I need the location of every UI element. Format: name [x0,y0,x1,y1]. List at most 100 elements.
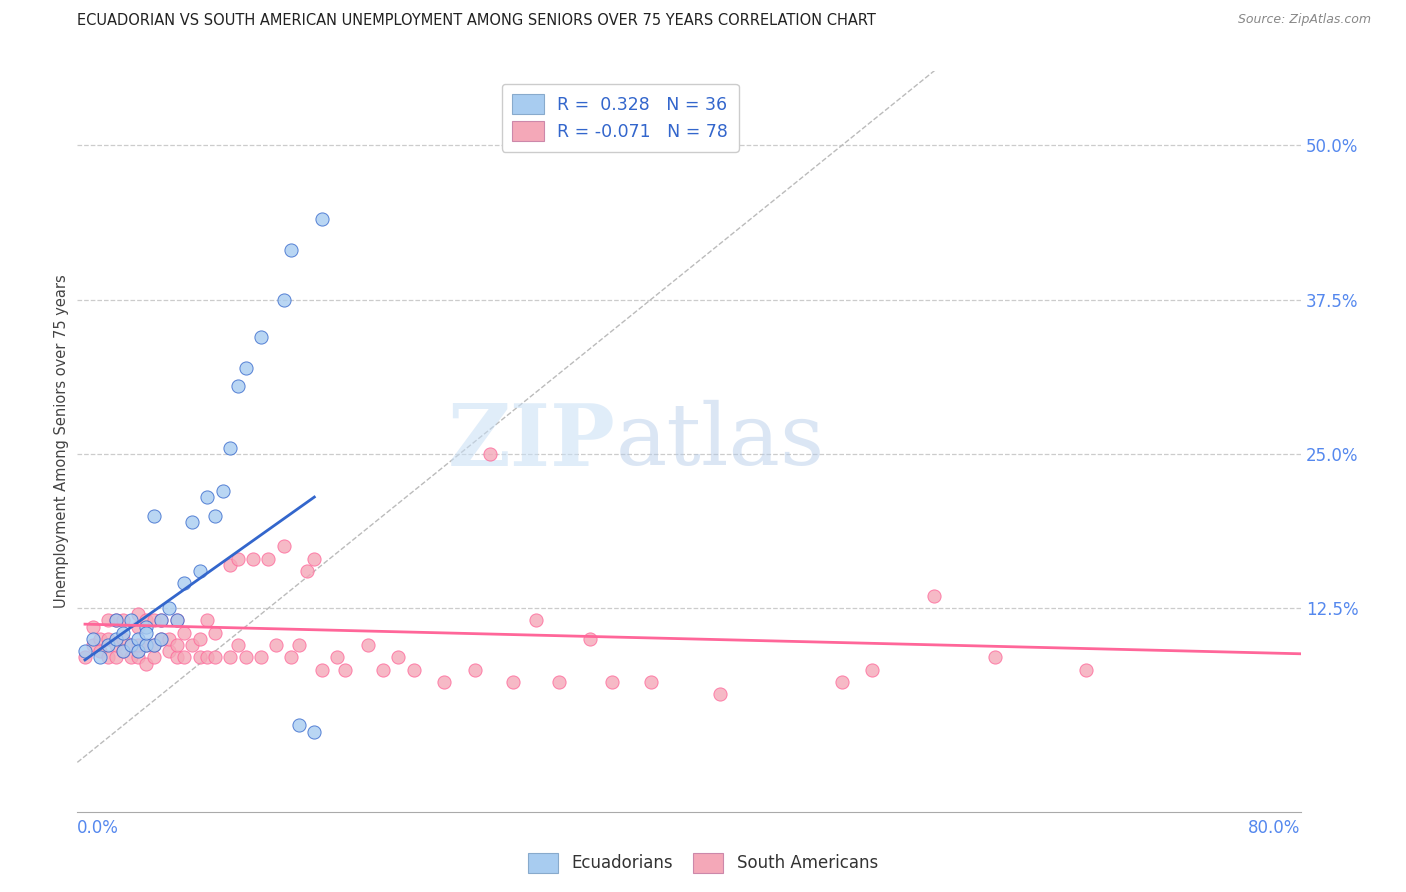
Y-axis label: Unemployment Among Seniors over 75 years: Unemployment Among Seniors over 75 years [53,275,69,608]
Point [204,508,226,523]
Point [602,675,624,690]
Point [204,625,226,640]
Point [135,638,157,652]
Point [181,638,204,652]
Point [1076,663,1098,677]
Point [173,576,195,591]
Point [142,508,165,523]
Point [104,650,127,665]
Point [128,638,150,652]
Point [304,551,326,566]
Point [922,589,945,603]
Point [142,638,165,652]
Legend: Ecuadorians, South Americans: Ecuadorians, South Americans [522,847,884,880]
Point [204,650,226,665]
Point [128,650,150,665]
Point [273,293,295,307]
Text: atlas: atlas [616,400,825,483]
Point [502,675,524,690]
Point [188,632,211,646]
Point [257,551,280,566]
Point [640,675,662,690]
Point [226,551,249,566]
Point [326,650,349,665]
Point [104,614,127,628]
Point [157,632,180,646]
Point [548,675,571,690]
Text: 0.0%: 0.0% [77,819,120,837]
Point [311,663,333,677]
Point [112,632,135,646]
Point [73,644,96,658]
Point [166,614,188,628]
Point [82,638,104,652]
Point [135,614,157,628]
Point [288,718,311,732]
Point [150,614,173,628]
Point [97,650,120,665]
Point [112,614,135,628]
Legend: R =  0.328   N = 36, R = -0.071   N = 78: R = 0.328 N = 36, R = -0.071 N = 78 [502,84,738,152]
Point [578,632,600,646]
Point [150,614,173,628]
Point [250,650,273,665]
Point [89,644,111,658]
Point [128,632,150,646]
Point [464,663,486,677]
Point [97,632,120,646]
Point [862,663,884,677]
Point [211,483,233,498]
Point [120,614,142,628]
Point [142,614,165,628]
Point [120,638,142,652]
Point [135,625,157,640]
Point [242,551,264,566]
Point [709,688,731,702]
Point [73,650,96,665]
Point [82,632,104,646]
Point [135,657,157,671]
Point [357,638,380,652]
Point [128,607,150,622]
Point [250,329,273,343]
Point [112,644,135,658]
Point [128,619,150,633]
Point [150,632,173,646]
Point [181,515,204,529]
Point [402,663,425,677]
Point [82,619,104,633]
Point [97,638,120,652]
Point [135,619,157,633]
Point [304,724,326,739]
Text: ZIP: ZIP [447,400,616,483]
Point [120,638,142,652]
Point [188,564,211,578]
Point [288,638,311,652]
Point [128,644,150,658]
Point [333,663,356,677]
Point [195,650,218,665]
Point [371,663,394,677]
Point [142,650,165,665]
Point [188,650,211,665]
Point [104,632,127,646]
Point [219,441,242,455]
Point [387,650,409,665]
Point [226,379,249,393]
Point [112,644,135,658]
Point [112,625,135,640]
Text: ECUADORIAN VS SOUTH AMERICAN UNEMPLOYMENT AMONG SENIORS OVER 75 YEARS CORRELATIO: ECUADORIAN VS SOUTH AMERICAN UNEMPLOYMEN… [77,13,876,29]
Point [226,638,249,652]
Point [89,650,111,665]
Point [273,540,295,554]
Point [524,614,547,628]
Point [157,601,180,615]
Text: Source: ZipAtlas.com: Source: ZipAtlas.com [1237,13,1371,27]
Point [120,650,142,665]
Point [219,558,242,572]
Point [195,490,218,504]
Text: 80.0%: 80.0% [1249,819,1301,837]
Point [235,650,257,665]
Point [235,360,257,375]
Point [264,638,287,652]
